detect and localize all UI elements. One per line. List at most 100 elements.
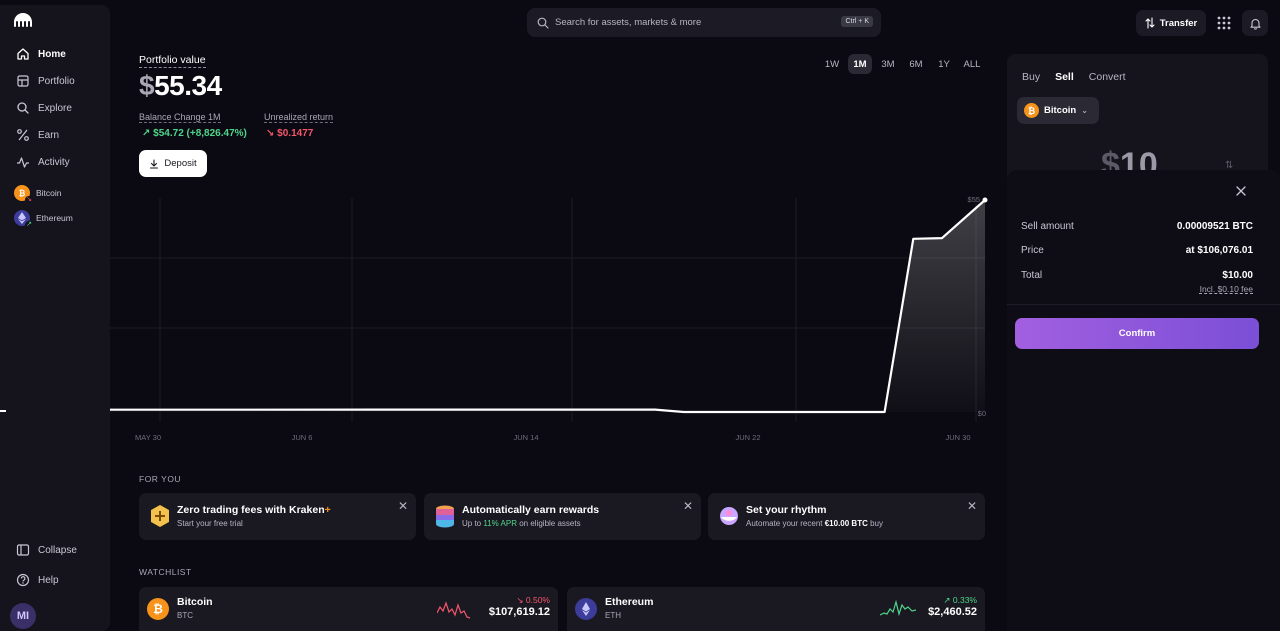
chart-line-overflow xyxy=(0,410,6,412)
time-range-selector: 1W 1M 3M 6M 1Y ALL xyxy=(820,54,984,74)
sidebar-item-home[interactable]: Home xyxy=(10,42,102,66)
sidebar-item-activity[interactable]: Activity xyxy=(10,150,102,174)
bitcoin-icon: ₿ xyxy=(147,598,169,620)
search-shortcut-badge: Ctrl + K xyxy=(841,16,873,27)
divider xyxy=(1007,304,1280,305)
close-icon[interactable]: ✕ xyxy=(397,499,408,513)
collapse-icon xyxy=(16,544,30,556)
range-1y[interactable]: 1Y xyxy=(938,58,950,70)
price-label: Price xyxy=(1021,245,1044,256)
range-6m[interactable]: 6M xyxy=(909,58,923,70)
promo-card-kraken-plus[interactable]: Zero trading fees with Kraken+ Start you… xyxy=(139,493,416,540)
sidebar-asset-bitcoin[interactable]: ₿ ↘ Bitcoin xyxy=(14,185,62,204)
collapse-label: Collapse xyxy=(38,544,77,556)
tab-sell[interactable]: Sell xyxy=(1055,71,1074,83)
range-3m[interactable]: 3M xyxy=(881,58,895,70)
trade-tabs: Buy Sell Convert xyxy=(1022,71,1126,83)
asset-symbol: BTC xyxy=(177,611,193,620)
sell-amount-value: 0.00009521 BTC xyxy=(1176,221,1253,232)
kraken-logo-icon[interactable] xyxy=(14,13,32,27)
x-axis-tick-label: JUN 14 xyxy=(513,433,538,442)
price-value: at $106,076.01 xyxy=(1185,245,1253,256)
chart-line xyxy=(110,199,986,414)
asset-symbol: ETH xyxy=(605,611,621,620)
sidebar-asset-label: Ethereum xyxy=(36,213,73,223)
total-label: Total xyxy=(1021,270,1043,281)
sidebar-item-label: Home xyxy=(38,48,66,60)
watchlist-row-ethereum[interactable]: Ethereum ETH ↗ 0.33% $2,460.52 xyxy=(567,587,985,631)
unrealized-return-label[interactable]: Unrealized return xyxy=(264,112,334,123)
sidebar-item-label: Activity xyxy=(38,156,70,168)
tab-buy[interactable]: Buy xyxy=(1022,71,1041,83)
range-1m[interactable]: 1M xyxy=(848,54,872,74)
promo-subtitle: Start your free trial xyxy=(177,519,243,528)
help-icon xyxy=(16,573,30,587)
fee-note[interactable]: Incl. $0.10 fee xyxy=(1199,284,1253,294)
sidebar-item-portfolio[interactable]: Portfolio xyxy=(10,69,102,93)
transfer-label: Transfer xyxy=(1159,17,1198,29)
help-button[interactable]: Help xyxy=(10,568,102,592)
range-1w[interactable]: 1W xyxy=(824,58,840,70)
close-icon[interactable]: ✕ xyxy=(966,499,977,513)
x-axis-tick-label: JUN 6 xyxy=(292,433,313,442)
y-axis-label-bottom: $0 xyxy=(978,409,986,418)
portfolio-value: $55.34 xyxy=(139,70,222,101)
balance-change-label[interactable]: Balance Change 1M xyxy=(139,112,221,123)
search-input[interactable]: Search for assets, markets & more Ctrl +… xyxy=(527,8,881,37)
asset-selector[interactable]: ₿ Bitcoin ⌄ xyxy=(1017,97,1099,124)
promo-card-rhythm[interactable]: Set your rhythm Automate your recent €10… xyxy=(708,493,985,540)
apps-grid-icon[interactable] xyxy=(1214,13,1234,33)
bell-icon xyxy=(1249,18,1261,30)
sidebar-item-label: Portfolio xyxy=(38,75,75,87)
promo-subtitle: Automate your recent €10.00 BTC buy xyxy=(746,519,883,528)
portfolio-chart[interactable]: $55 $0 MAY 30 JUN 6 JUN 14 JUN 22 JUN 30 xyxy=(110,190,990,450)
promo-title: Zero trading fees with Kraken+ xyxy=(177,504,331,516)
swap-units-icon[interactable]: ⇅ xyxy=(1225,160,1234,171)
rhythm-icon xyxy=(720,507,738,525)
asset-name: Ethereum xyxy=(605,596,654,608)
percent-icon xyxy=(17,129,29,141)
chart-area xyxy=(110,200,985,412)
sidebar-asset-ethereum[interactable]: ↗ Ethereum xyxy=(14,210,73,229)
search-icon xyxy=(17,102,29,114)
watchlist-row-bitcoin[interactable]: ₿ Bitcoin BTC ↘ 0.50% $107,619.12 xyxy=(139,587,558,631)
sidebar-item-label: Explore xyxy=(38,102,72,114)
sidebar: Home Portfolio Explore Earn Activity ₿ ↘… xyxy=(0,5,110,631)
sidebar-item-label: Earn xyxy=(38,129,60,141)
activity-icon xyxy=(17,157,29,168)
transfer-icon xyxy=(1145,17,1155,29)
sparkline-down xyxy=(437,601,471,619)
close-icon[interactable] xyxy=(1234,184,1248,198)
sparkline-up xyxy=(880,599,916,617)
y-axis-label-top: $55 xyxy=(967,195,980,204)
sidebar-asset-label: Bitcoin xyxy=(36,188,62,198)
tab-convert[interactable]: Convert xyxy=(1088,71,1126,83)
svg-text:₿: ₿ xyxy=(19,189,26,198)
chart-endpoint xyxy=(982,197,988,203)
trend-down-icon: ↘ xyxy=(25,196,33,204)
sidebar-item-earn[interactable]: Earn xyxy=(10,123,102,147)
confirm-button[interactable]: Confirm xyxy=(1015,318,1259,349)
home-icon xyxy=(17,48,29,60)
sell-amount-row: Sell amount 0.00009521 BTC xyxy=(1021,221,1253,232)
notifications-button[interactable] xyxy=(1242,10,1268,36)
close-icon[interactable]: ✕ xyxy=(682,499,693,513)
transfer-button[interactable]: Transfer xyxy=(1136,10,1206,36)
promo-title: Set your rhythm xyxy=(746,504,827,516)
portfolio-value-label[interactable]: Portfolio value xyxy=(139,54,206,68)
bitcoin-icon: ₿ ↘ xyxy=(14,185,33,204)
x-axis-tick-label: JUN 30 xyxy=(945,433,970,442)
promo-card-rewards[interactable]: Automatically earn rewards Up to 11% APR… xyxy=(424,493,701,540)
chevron-down-icon: ⌄ xyxy=(1081,106,1088,115)
download-icon xyxy=(150,158,159,169)
sidebar-item-explore[interactable]: Explore xyxy=(10,96,102,120)
x-axis-tick-label: MAY 30 xyxy=(135,433,161,442)
sell-amount-label: Sell amount xyxy=(1021,221,1074,232)
promo-subtitle: Up to 11% APR on eligible assets xyxy=(462,519,581,528)
asset-selector-label: Bitcoin xyxy=(1044,105,1077,116)
collapse-button[interactable]: Collapse xyxy=(10,538,102,562)
price-row: Price at $106,076.01 xyxy=(1021,245,1253,256)
deposit-button[interactable]: Deposit xyxy=(139,150,207,177)
avatar[interactable]: MI xyxy=(10,603,36,629)
range-all[interactable]: ALL xyxy=(963,58,981,70)
